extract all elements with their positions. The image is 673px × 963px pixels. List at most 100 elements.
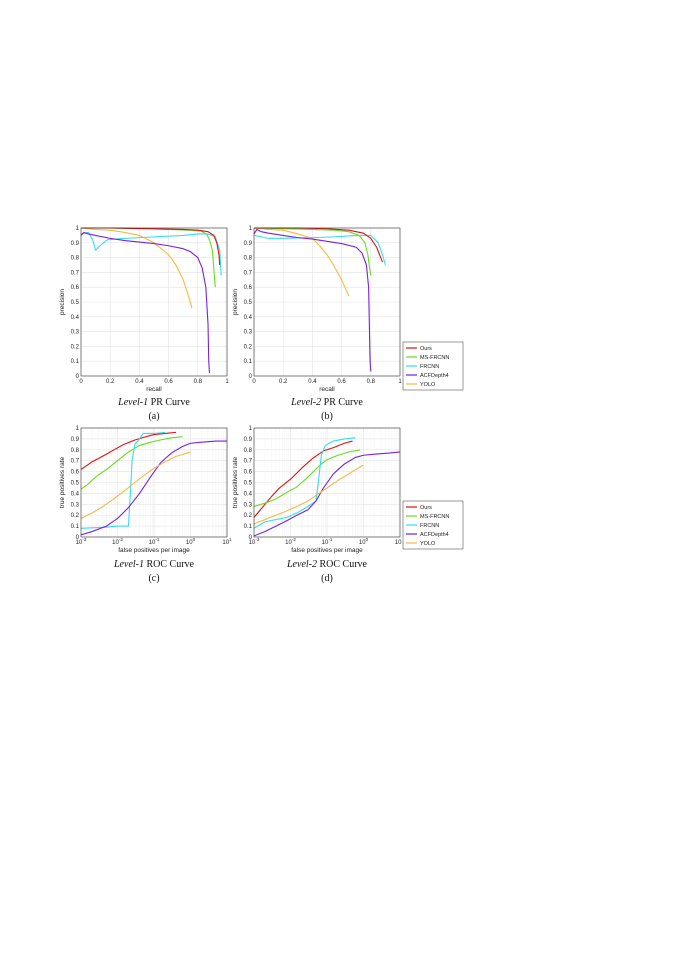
series-line-frcnn xyxy=(254,234,386,266)
x-tick-exponent: -1 xyxy=(328,537,332,542)
x-tick-label: 101 xyxy=(222,537,232,546)
x-tick-exponent: -3 xyxy=(255,537,259,542)
x-tick-label: 0.6 xyxy=(164,379,173,385)
caption-curve-type: PR Curve xyxy=(148,397,190,408)
caption-curve-type: ROC Curve xyxy=(144,559,195,570)
y-tick-label: 0.5 xyxy=(244,300,253,306)
y-axis-label: true positives rate xyxy=(59,456,66,508)
y-tick-label: 0.6 xyxy=(244,285,253,291)
panel-caption: Level-1 PR Curve xyxy=(117,397,190,408)
x-tick-label: 0.2 xyxy=(279,379,288,385)
x-tick-label: 1 xyxy=(398,379,402,385)
legend-entry: FRCNN xyxy=(420,523,439,529)
legend: Ours MS-FRCNN FRCNN ACFDepth4 YOLO xyxy=(402,500,464,550)
y-axis-label: true positives rate xyxy=(232,456,239,508)
y-tick-label: 0.5 xyxy=(71,481,80,487)
y-tick-label: 0.1 xyxy=(71,524,80,530)
x-tick-label: 10-1 xyxy=(322,537,333,546)
x-tick-label: 10-3 xyxy=(249,537,260,546)
y-tick-label: 0.7 xyxy=(71,270,80,276)
x-tick-label: 0 xyxy=(252,379,256,385)
legend-box xyxy=(402,500,464,550)
x-tick-base: 1 xyxy=(398,379,402,385)
y-tick-label: 1 xyxy=(249,226,253,232)
panel-caption: Level-2 PR Curve xyxy=(290,397,363,408)
series-line-yolo xyxy=(81,227,193,309)
y-tick-label: 0 xyxy=(76,374,80,380)
x-tick-base: 0.4 xyxy=(135,379,144,385)
series-line-acfdepth4 xyxy=(81,440,227,536)
series-line-yolo xyxy=(254,227,350,297)
y-tick-label: 1 xyxy=(249,426,253,432)
y-tick-label: 0.2 xyxy=(71,344,80,350)
y-tick-label: 0 xyxy=(249,374,253,380)
legend: Ours MS-FRCNN FRCNN ACFDepth4 YOLO xyxy=(402,341,464,391)
panel-caption: Level-2 ROC Curve xyxy=(286,559,368,570)
y-tick-label: 0.4 xyxy=(71,315,80,321)
x-tick-exponent: -2 xyxy=(292,537,296,542)
x-tick-base: 1 xyxy=(225,379,229,385)
x-tick-label: 1 xyxy=(225,379,229,385)
legend-entry: YOLO xyxy=(420,541,436,547)
legend-entry: ACFDepth4 xyxy=(420,373,449,379)
y-tick-label: 0.1 xyxy=(71,359,80,365)
y-tick-label: 0.4 xyxy=(244,491,253,497)
x-tick-base: 0.6 xyxy=(337,379,346,385)
x-tick-base: 10 xyxy=(249,540,256,546)
x-axis-label: false positives per image xyxy=(291,547,363,554)
x-tick-exponent: -1 xyxy=(155,537,159,542)
panel-sublabel: (d) xyxy=(321,573,333,584)
y-tick-label: 0.7 xyxy=(244,270,253,276)
axes-frame xyxy=(80,427,228,538)
x-tick-base: 0.2 xyxy=(106,379,115,385)
caption-level: Level-2 xyxy=(290,397,321,408)
legend-entry: ACFDepth4 xyxy=(420,532,449,538)
series-line-ms-frcnn xyxy=(254,449,361,508)
x-tick-exponent: -2 xyxy=(119,537,123,542)
y-tick-label: 0.3 xyxy=(71,502,80,508)
y-tick-label: 0.5 xyxy=(244,481,253,487)
x-tick-base: 0.8 xyxy=(194,379,203,385)
x-tick-base: 10 xyxy=(395,540,402,546)
x-tick-base: 0 xyxy=(79,379,83,385)
panel-sublabel: (b) xyxy=(321,411,333,422)
series-line-frcnn xyxy=(81,431,166,529)
panel-caption: Level-1 ROC Curve xyxy=(113,559,195,570)
y-tick-label: 0.5 xyxy=(71,300,80,306)
panel-sublabel: (a) xyxy=(148,411,159,422)
x-tick-label: 10-1 xyxy=(149,537,160,546)
series-line-acfdepth4 xyxy=(254,451,401,537)
caption-level: Level-2 xyxy=(286,559,317,570)
y-tick-label: 0.3 xyxy=(244,330,253,336)
x-tick-label: 100 xyxy=(186,537,196,546)
x-tick-exponent: 0 xyxy=(366,537,369,542)
x-tick-label: 0.4 xyxy=(308,379,317,385)
axes-frame xyxy=(253,427,401,538)
y-tick-label: 0.6 xyxy=(244,470,253,476)
y-tick-label: 0.1 xyxy=(244,359,253,365)
y-tick-label: 0.4 xyxy=(244,315,253,321)
series-line-ms-frcnn xyxy=(254,227,372,276)
panel-b-level2-pr-curve: 0 0.1 0.2 0.3 0.4 0.5 0.6 0.7 0.8 0.9 1 0 0.2 0.4 0.6 0… xyxy=(232,226,464,422)
y-tick-label: 0.9 xyxy=(71,241,80,247)
x-tick-base: 0.6 xyxy=(164,379,173,385)
legend-entry: Ours xyxy=(420,346,432,352)
y-axis-label: precision xyxy=(59,289,66,315)
legend-entry: Ours xyxy=(420,505,432,511)
legend-entry: YOLO xyxy=(420,382,436,388)
x-tick-label: 0.6 xyxy=(337,379,346,385)
y-tick-label: 0.4 xyxy=(71,491,80,497)
x-tick-base: 10 xyxy=(222,540,229,546)
y-tick-label: 0.8 xyxy=(71,256,80,262)
x-tick-label: 0.8 xyxy=(367,379,376,385)
x-tick-label: 0 xyxy=(79,379,83,385)
caption-curve-type: PR Curve xyxy=(321,397,363,408)
x-axis-label: recall xyxy=(146,386,162,393)
series-line-ours xyxy=(81,431,177,470)
y-tick-label: 0.6 xyxy=(71,285,80,291)
panel-c-level1-roc-curve: 00.10.20.30.40.50.60.70.80.9110-310-210-… xyxy=(59,426,232,584)
y-tick-label: 0.2 xyxy=(244,344,253,350)
y-tick-label: 0.8 xyxy=(244,448,253,454)
y-tick-label: 0.7 xyxy=(244,459,253,465)
y-tick-label: 0.9 xyxy=(71,437,80,443)
